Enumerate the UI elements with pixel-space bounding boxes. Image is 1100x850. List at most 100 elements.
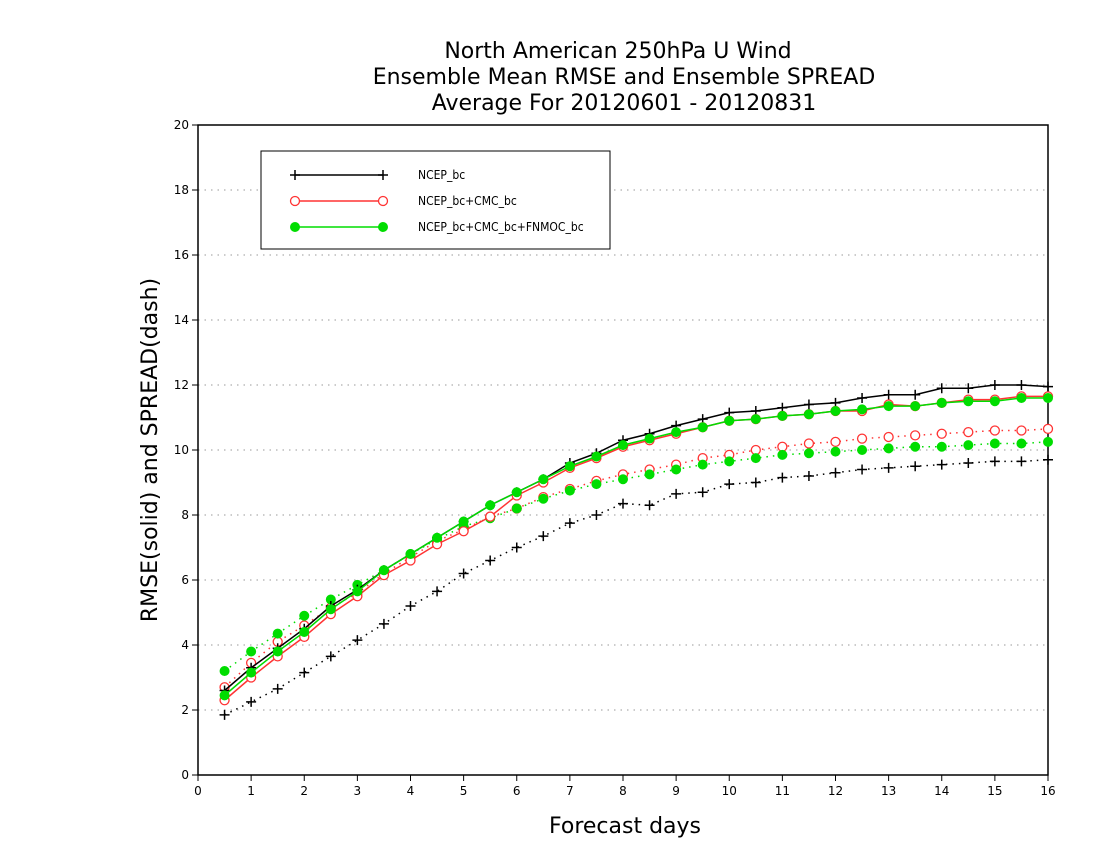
data-point-plus <box>724 479 735 490</box>
data-point-plus <box>325 651 336 662</box>
series-spread-ncep-bc <box>219 454 1053 720</box>
x-tick-label: 12 <box>828 784 843 798</box>
data-point-filled-circle <box>671 464 682 475</box>
legend-label: NCEP_bc <box>418 168 465 182</box>
data-point-filled-circle <box>219 690 230 701</box>
legend-item: NCEP_bc+CMC_bc+FNMOC_bc <box>290 220 584 234</box>
x-tick-label: 15 <box>987 784 1002 798</box>
data-point-filled-circle <box>857 404 868 415</box>
data-point-plus <box>511 542 522 553</box>
x-tick-label: 10 <box>722 784 737 798</box>
series-layer <box>219 380 1054 720</box>
data-point-filled-circle <box>325 604 336 615</box>
data-point-filled-circle <box>936 397 947 408</box>
data-point-plus <box>1016 456 1027 467</box>
data-point-filled-circle <box>750 414 761 425</box>
data-point-plus <box>857 393 868 403</box>
data-point-open-circle <box>1016 425 1027 436</box>
data-point-open-circle <box>458 526 469 537</box>
series-line <box>224 397 1048 696</box>
data-point-open-circle <box>910 430 921 441</box>
data-point-open-circle <box>289 195 301 207</box>
data-point-filled-circle <box>538 474 549 485</box>
data-point-filled-circle <box>591 479 602 490</box>
data-point-plus <box>830 467 841 478</box>
data-point-open-circle <box>963 426 974 438</box>
x-tick-label: 14 <box>934 784 949 798</box>
data-point-plus <box>1043 381 1053 392</box>
data-point-plus <box>1016 380 1027 390</box>
data-point-plus <box>671 488 682 499</box>
data-point-filled-circle <box>803 448 814 459</box>
data-point-open-circle <box>830 436 841 448</box>
data-point-plus <box>883 462 894 473</box>
x-tick-label: 3 <box>354 784 362 798</box>
data-point-filled-circle <box>724 415 735 426</box>
data-point-plus <box>936 459 947 470</box>
data-point-open-circle <box>989 425 1001 436</box>
data-point-filled-circle <box>910 441 921 452</box>
data-point-filled-circle <box>910 401 921 412</box>
data-point-filled-circle <box>857 445 868 455</box>
y-tick-label: 12 <box>174 378 189 392</box>
legend-item: NCEP_bc <box>290 168 465 182</box>
data-point-filled-circle <box>644 469 655 480</box>
x-tick-label: 9 <box>672 784 680 798</box>
data-point-filled-circle <box>591 451 602 462</box>
data-point-plus <box>378 170 388 180</box>
data-point-plus <box>963 458 974 468</box>
data-point-filled-circle <box>378 565 389 576</box>
data-point-filled-circle <box>697 422 708 433</box>
data-point-plus <box>290 170 300 180</box>
series-line <box>224 441 1049 672</box>
x-tick-label: 1 <box>247 784 255 798</box>
data-point-open-circle <box>883 431 894 443</box>
y-tick-label: 10 <box>174 443 189 457</box>
data-point-open-circle <box>936 428 947 439</box>
data-point-filled-circle <box>963 396 974 407</box>
data-point-filled-circle <box>697 459 708 470</box>
data-point-filled-circle <box>618 474 628 485</box>
data-point-filled-circle <box>485 500 496 511</box>
x-tick-label: 0 <box>194 784 202 798</box>
data-point-filled-circle <box>272 628 283 639</box>
legend-label: NCEP_bc+CMC_bc+FNMOC_bc <box>418 220 584 234</box>
data-point-filled-circle <box>378 222 388 232</box>
y-tick-label: 4 <box>181 638 189 652</box>
data-point-plus <box>591 510 602 520</box>
chart-title-line-2: Ensemble Mean RMSE and Ensemble SPREAD <box>373 65 876 90</box>
data-point-filled-circle <box>458 516 469 527</box>
data-point-filled-circle <box>830 446 841 457</box>
data-point-plus <box>272 683 283 694</box>
data-point-filled-circle <box>405 549 416 559</box>
data-point-plus <box>564 518 575 529</box>
data-point-open-circle <box>377 195 389 207</box>
data-point-plus <box>485 555 496 566</box>
x-tick-label: 5 <box>460 784 468 798</box>
legend-label: NCEP_bc+CMC_bc <box>418 194 517 208</box>
data-point-plus <box>989 380 1000 390</box>
chart-title-block: North American 250hPa U Wind Ensemble Me… <box>373 39 876 116</box>
data-point-filled-circle <box>246 667 257 678</box>
data-point-filled-circle <box>936 441 947 452</box>
y-tick-label: 6 <box>181 573 189 587</box>
data-point-filled-circle <box>299 627 310 637</box>
series-spread-ncep-bc-cmc-bc-fnmoc-bc <box>219 436 1053 676</box>
data-point-plus <box>963 383 974 394</box>
y-tick-label: 8 <box>181 508 189 522</box>
data-point-plus <box>750 477 761 488</box>
series-spread-ncep-bc-cmc-bc <box>219 423 1054 693</box>
y-tick-label: 16 <box>174 248 189 262</box>
data-point-plus <box>1043 454 1053 465</box>
y-tick-label: 14 <box>174 313 189 327</box>
data-point-filled-circle <box>432 532 443 543</box>
legend-item: NCEP_bc+CMC_bc <box>289 194 517 208</box>
data-point-filled-circle <box>883 443 894 454</box>
data-point-plus <box>803 471 814 481</box>
data-point-filled-circle <box>830 406 841 416</box>
data-point-plus <box>618 498 628 509</box>
data-point-filled-circle <box>989 396 1000 407</box>
data-point-filled-circle <box>1016 393 1027 403</box>
x-tick-label: 2 <box>300 784 308 798</box>
data-point-plus <box>378 618 389 629</box>
